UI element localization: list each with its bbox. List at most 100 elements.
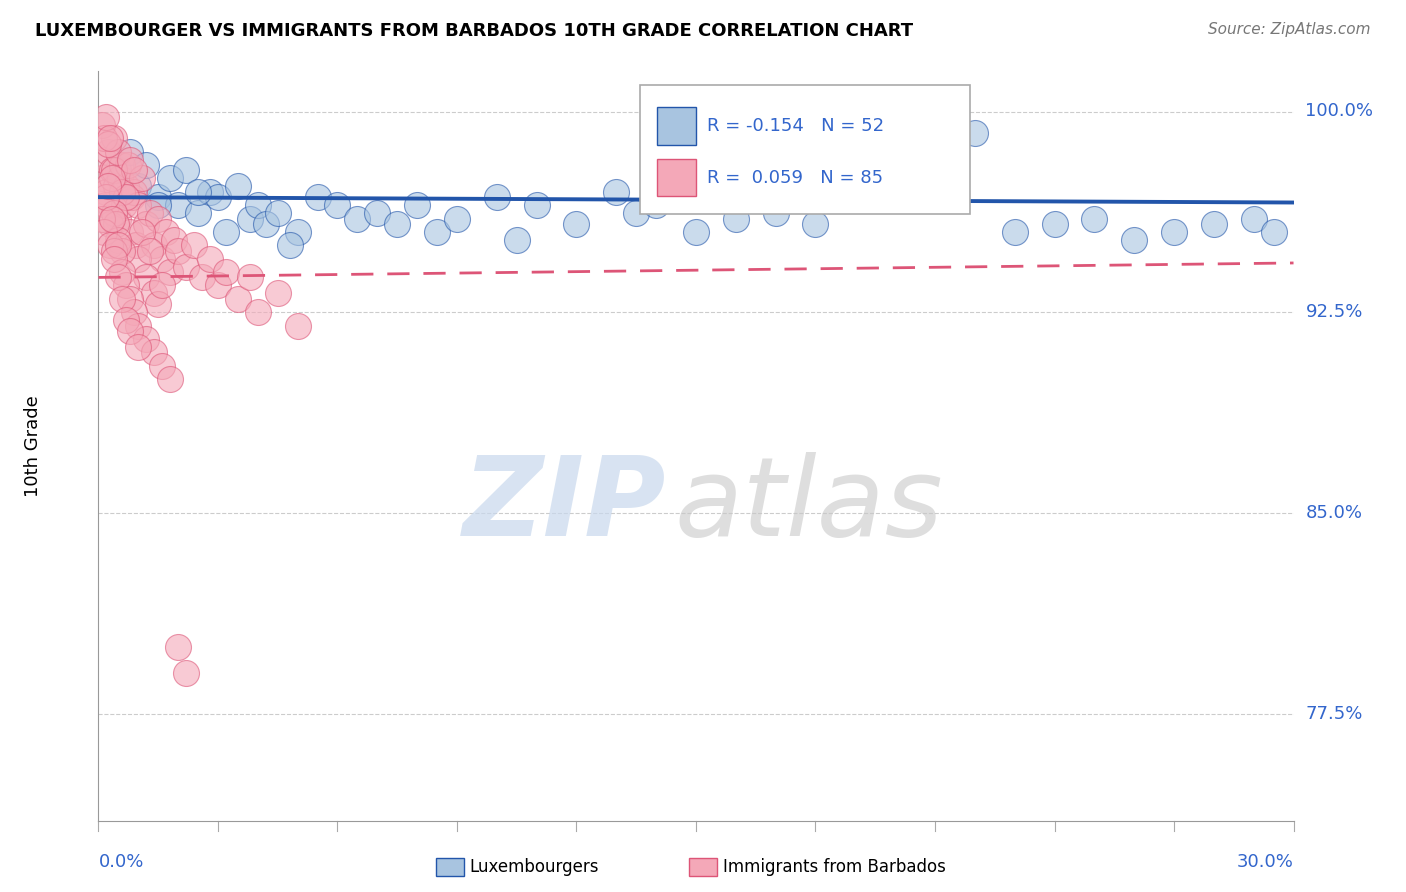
Point bbox=[215, 265, 238, 279]
Point bbox=[103, 163, 125, 178]
Point bbox=[97, 179, 120, 194]
Point bbox=[366, 206, 388, 220]
Text: atlas: atlas bbox=[675, 452, 943, 559]
Point bbox=[1202, 217, 1225, 231]
Point bbox=[93, 131, 115, 145]
Point bbox=[307, 190, 329, 204]
Point bbox=[127, 318, 149, 333]
Text: 0.0%: 0.0% bbox=[98, 853, 143, 871]
Point bbox=[246, 305, 269, 319]
Point bbox=[143, 286, 166, 301]
Point bbox=[844, 104, 866, 119]
Point bbox=[183, 238, 205, 252]
Point bbox=[103, 206, 125, 220]
Point bbox=[267, 206, 290, 220]
Point bbox=[150, 278, 173, 293]
Text: Luxembourgers: Luxembourgers bbox=[470, 858, 599, 876]
Point bbox=[1123, 233, 1146, 247]
Point bbox=[107, 238, 129, 252]
Point bbox=[1004, 225, 1026, 239]
Point bbox=[139, 206, 162, 220]
Point bbox=[107, 233, 129, 247]
Point bbox=[127, 198, 149, 212]
Point bbox=[187, 206, 209, 220]
Point bbox=[110, 171, 132, 186]
Point bbox=[91, 211, 114, 226]
Point bbox=[98, 198, 122, 212]
Point bbox=[107, 211, 129, 226]
Point bbox=[96, 185, 118, 199]
Point bbox=[121, 190, 143, 204]
Point bbox=[120, 145, 142, 159]
Text: Immigrants from Barbados: Immigrants from Barbados bbox=[723, 858, 946, 876]
Point bbox=[385, 217, 409, 231]
Point bbox=[135, 270, 157, 285]
Point bbox=[120, 225, 142, 239]
Point bbox=[150, 359, 173, 373]
Point bbox=[127, 179, 149, 194]
Point bbox=[120, 292, 142, 306]
Text: 10th Grade: 10th Grade bbox=[24, 395, 42, 497]
Point bbox=[103, 131, 125, 145]
Point bbox=[187, 185, 209, 199]
Point bbox=[198, 185, 221, 199]
Point bbox=[765, 206, 787, 220]
Point bbox=[143, 238, 166, 252]
Point bbox=[191, 270, 214, 285]
Point bbox=[127, 252, 149, 266]
Point bbox=[1043, 217, 1066, 231]
Point bbox=[207, 278, 229, 293]
Point bbox=[97, 136, 120, 151]
Text: LUXEMBOURGER VS IMMIGRANTS FROM BARBADOS 10TH GRADE CORRELATION CHART: LUXEMBOURGER VS IMMIGRANTS FROM BARBADOS… bbox=[35, 22, 914, 40]
Point bbox=[125, 238, 148, 252]
Point bbox=[239, 211, 262, 226]
Point bbox=[346, 211, 368, 226]
Point bbox=[107, 163, 129, 178]
Point bbox=[111, 185, 134, 199]
Point bbox=[107, 145, 129, 159]
Point bbox=[565, 217, 588, 231]
Text: 92.5%: 92.5% bbox=[1306, 303, 1362, 321]
Point bbox=[226, 292, 249, 306]
Point bbox=[96, 190, 118, 204]
Text: ZIP: ZIP bbox=[463, 452, 666, 559]
Point bbox=[626, 206, 648, 220]
Point bbox=[96, 198, 118, 212]
Point bbox=[101, 171, 124, 186]
Point bbox=[111, 265, 134, 279]
Point bbox=[105, 179, 128, 194]
Text: 100.0%: 100.0% bbox=[1306, 103, 1374, 120]
Point bbox=[174, 666, 197, 681]
Point bbox=[148, 198, 170, 212]
Point bbox=[207, 190, 229, 204]
Point bbox=[963, 126, 986, 140]
Point bbox=[103, 252, 125, 266]
Point bbox=[135, 217, 157, 231]
Point bbox=[91, 118, 114, 132]
Point bbox=[254, 217, 277, 231]
Point bbox=[111, 158, 134, 172]
Point bbox=[246, 198, 269, 212]
Point bbox=[226, 179, 249, 194]
Point bbox=[124, 185, 146, 199]
Point bbox=[124, 163, 146, 178]
Point bbox=[112, 198, 135, 212]
Point bbox=[107, 270, 129, 285]
Point bbox=[167, 198, 190, 212]
Point bbox=[645, 198, 668, 212]
Point bbox=[115, 179, 138, 194]
Point bbox=[326, 198, 349, 212]
Text: Source: ZipAtlas.com: Source: ZipAtlas.com bbox=[1208, 22, 1371, 37]
Point bbox=[135, 158, 157, 172]
Point bbox=[159, 265, 181, 279]
Point bbox=[1083, 211, 1105, 226]
Point bbox=[120, 153, 142, 167]
Point bbox=[446, 211, 468, 226]
Point bbox=[526, 198, 548, 212]
Point bbox=[135, 332, 157, 346]
Text: R = -0.154   N = 52: R = -0.154 N = 52 bbox=[707, 117, 884, 135]
Point bbox=[148, 297, 170, 311]
Point bbox=[117, 158, 139, 172]
Point bbox=[724, 211, 747, 226]
Text: 30.0%: 30.0% bbox=[1237, 853, 1294, 871]
